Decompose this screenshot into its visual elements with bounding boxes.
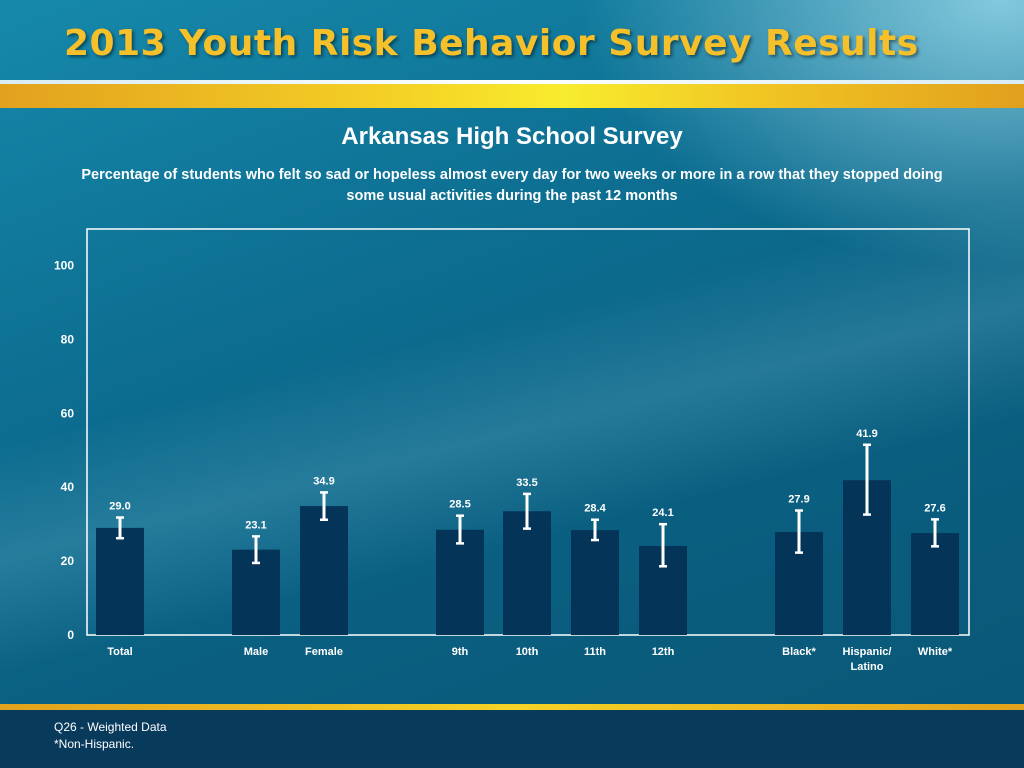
value-label: 41.9 xyxy=(856,428,877,440)
y-tick-label: 100 xyxy=(54,259,74,273)
value-label: 27.6 xyxy=(924,502,945,514)
chart-title: Arkansas High School Survey xyxy=(341,123,683,150)
bar xyxy=(911,533,959,635)
x-tick-label: 10th xyxy=(516,646,539,658)
y-tick-label: 80 xyxy=(61,332,75,346)
bar xyxy=(571,530,619,635)
value-label: 28.5 xyxy=(449,499,470,511)
x-tick-label-line: 12th xyxy=(652,646,675,658)
x-tick-label-line: Female xyxy=(305,646,343,658)
value-label: 28.4 xyxy=(584,503,606,515)
x-tick-label-line: Latino xyxy=(851,661,884,673)
bar-chart: 0 20 40 60 80 100 29.0 23.1 34.9 28.5 33.5 28.4 24.… xyxy=(54,228,970,673)
y-axis-ticks: 0 20 40 60 80 100 xyxy=(54,259,74,642)
value-labels: 29.0 23.1 34.9 28.5 33.5 28.4 24.1 27.9 41.9 27.6 xyxy=(109,428,945,532)
x-tick-label: 12th xyxy=(652,646,675,658)
footer-gold-stripe xyxy=(0,704,1024,710)
x-tick-label: 11th xyxy=(584,646,606,658)
x-tick-label-line: Hispanic/ xyxy=(843,646,892,658)
value-label: 29.0 xyxy=(109,501,130,513)
error-bars xyxy=(116,443,939,568)
x-tick-label-line: 11th xyxy=(584,646,606,658)
x-tick-label: Female xyxy=(305,646,343,658)
y-tick-label: 40 xyxy=(61,480,75,494)
y-tick-label: 20 xyxy=(61,554,75,568)
bar xyxy=(300,506,348,635)
slide-title: 2013 Youth Risk Behavior Survey Results xyxy=(64,23,919,64)
header-divider xyxy=(0,80,1024,84)
x-tick-label: 9th xyxy=(452,646,469,658)
bar xyxy=(436,529,484,635)
x-tick-label-line: Male xyxy=(244,646,268,658)
chart-subtitle: Percentage of students who felt so sad o… xyxy=(81,167,943,204)
footnote-question: Q26 - Weighted Data xyxy=(54,720,167,734)
x-tick-label-line: 9th xyxy=(452,646,469,658)
x-tick-label-line: 10th xyxy=(516,646,539,658)
value-label: 23.1 xyxy=(245,519,266,531)
x-tick-label-line: White* xyxy=(918,646,953,658)
value-label: 24.1 xyxy=(652,507,673,519)
bars xyxy=(96,480,959,635)
x-tick-label: White* xyxy=(918,646,953,658)
y-tick-label: 0 xyxy=(67,628,74,642)
x-tick-label: Total xyxy=(107,646,132,658)
x-tick-label: Black* xyxy=(782,646,816,658)
y-tick-label: 60 xyxy=(61,406,75,420)
x-tick-label: Hispanic/Latino xyxy=(843,646,892,673)
x-tick-label: Male xyxy=(244,646,268,658)
x-tick-label-line: Black* xyxy=(782,646,816,658)
bar xyxy=(503,511,551,635)
value-label: 33.5 xyxy=(516,477,537,489)
footer-band xyxy=(0,704,1024,768)
x-tick-label-line: Total xyxy=(107,646,132,658)
value-label: 27.9 xyxy=(788,494,809,506)
footnote-non-hispanic: *Non-Hispanic. xyxy=(54,737,135,751)
bar xyxy=(96,527,144,635)
value-label: 34.9 xyxy=(313,475,334,487)
header-gold-band xyxy=(0,84,1024,108)
x-axis-labels: Total Male Female 9th 10th 11th 12th Black* Hisp… xyxy=(107,646,953,673)
